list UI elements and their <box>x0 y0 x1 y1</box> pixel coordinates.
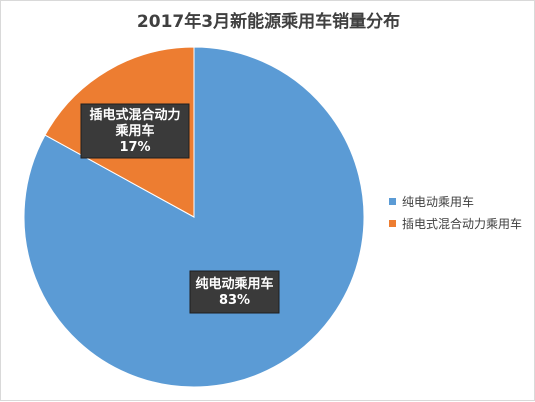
data-label-phev-name: 插电式混合动力 <box>89 107 180 123</box>
legend-label-phev: 插电式混合动力乘用车 <box>402 216 523 231</box>
legend-item-phev: 插电式混合动力乘用车 <box>389 212 522 234</box>
legend-swatch-phev <box>389 219 396 227</box>
legend: 纯电动乘用车 插电式混合动力乘用车 <box>389 190 522 234</box>
data-label-phev-box <box>80 103 190 159</box>
data-label-ev-name: 纯电动乘用车 <box>195 276 273 292</box>
legend-label-ev: 纯电动乘用车 <box>402 194 475 209</box>
data-label-ev-percent: 83% <box>219 293 250 308</box>
data-label-phev-name: 乘用车 <box>114 123 154 139</box>
chart-title: 2017年3月新能源乘用车销量分布 <box>136 12 401 32</box>
legend-item-ev: 纯电动乘用车 <box>389 190 522 212</box>
data-label-phev-percent: 17% <box>119 140 150 155</box>
legend-swatch-ev <box>389 197 396 205</box>
data-label-ev-box <box>189 270 280 314</box>
